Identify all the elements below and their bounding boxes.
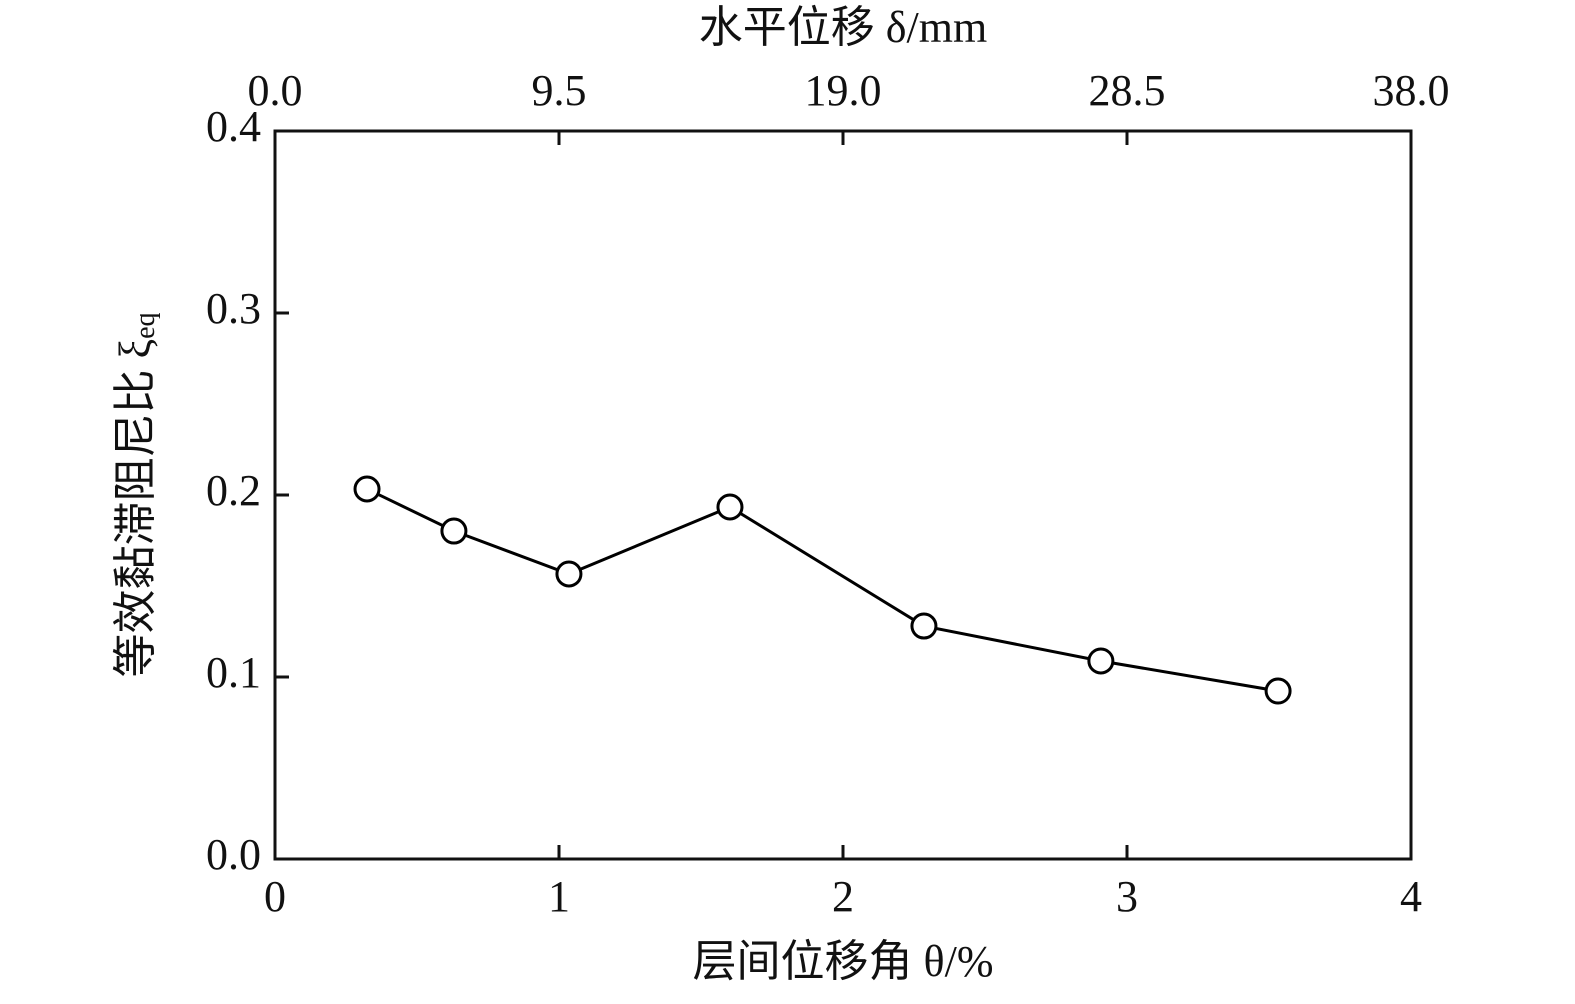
data-line [366,487,1279,693]
x-tick-label: 3 [1116,872,1138,921]
data-point [910,612,938,640]
data-point [1087,647,1115,675]
y-tick-label: 0.4 [206,102,261,151]
data-point [440,517,468,545]
y-tick-label: 0.0 [206,830,261,879]
top-tick-label: 28.5 [1089,66,1166,115]
x-tick-label: 2 [832,872,854,921]
top-axis-title: 水平位移 δ/mm [699,3,987,52]
top-tick-label: 0.0 [248,66,303,115]
x-tick-label: 4 [1400,872,1422,921]
top-tick-label: 38.0 [1373,66,1450,115]
data-point [716,493,744,521]
top-tick-label: 9.5 [532,66,587,115]
data-point [555,560,583,588]
y-tick-label: 0.3 [206,284,261,333]
y-tick-label: 0.2 [206,466,261,515]
x-tick-label: 0 [264,872,286,921]
plot-frame [273,129,1413,861]
y-tick-label: 0.1 [206,648,261,697]
x-tick-label: 1 [548,872,570,921]
y-axis-title-subscript: eq [130,312,161,338]
data-point [353,475,381,503]
top-tick-label: 19.0 [805,66,882,115]
y-axis-title-text: 等效黏滞阻尼比 ξ [111,339,160,678]
y-axis-title: 等效黏滞阻尼比 ξeq [111,312,161,677]
x-axis-title: 层间位移角 θ/% [693,937,994,986]
data-point [1264,677,1292,705]
